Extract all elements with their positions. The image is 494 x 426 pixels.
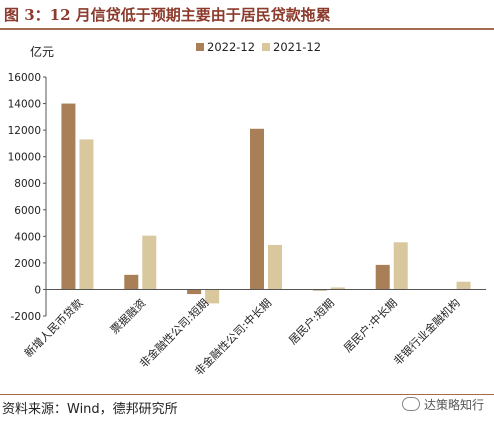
legend-label: 2022-12	[207, 40, 255, 54]
x-category-label: 非银行业金融机构	[391, 296, 463, 368]
bar-2022-12-5	[375, 264, 390, 290]
wechat-icon	[401, 397, 420, 411]
bar-2021-12-3	[268, 244, 282, 290]
bar-2021-12-0	[79, 139, 94, 290]
source-divider	[0, 394, 494, 395]
bar-2021-12-2	[205, 289, 220, 304]
bar-2022-12-0	[61, 103, 76, 290]
y-tick-label: 16000	[8, 72, 41, 84]
x-category-label: 居民户:短期	[286, 296, 337, 347]
legend: 2022-12 2021-12	[196, 40, 321, 54]
legend-label: 2021-12	[273, 40, 321, 54]
x-category-label: 票据融资	[107, 296, 148, 337]
x-category-label: 非金融性公司:短期	[137, 296, 212, 371]
bar-2021-12-4	[330, 287, 345, 290]
bar-2022-12-4	[312, 289, 327, 291]
legend-swatch	[196, 43, 204, 51]
y-tick-label: 4000	[14, 231, 41, 243]
y-tick-label: 2000	[14, 258, 41, 270]
bar-2021-12-1	[142, 235, 157, 290]
y-tick-label: -2000	[10, 311, 41, 323]
bar-2022-12-3	[250, 128, 264, 290]
figure-title: 图 3：12 月信贷低于预期主要由于居民贷款拖累	[4, 6, 331, 24]
watermark-text: 达策略知行	[423, 398, 484, 412]
bar-2021-12-5	[393, 242, 408, 290]
x-category-label: 居民户:中长期	[341, 296, 400, 355]
y-axis-label: 亿元	[30, 44, 54, 59]
bar-2022-12-2	[187, 289, 202, 295]
bars	[61, 103, 471, 304]
legend-swatch	[262, 43, 270, 51]
bar-2021-12-6	[456, 281, 471, 290]
x-category-label: 新增人民币贷款	[21, 296, 85, 360]
bar-2022-12-1	[124, 274, 139, 290]
title-divider	[0, 28, 494, 30]
y-tick-label: 12000	[8, 125, 41, 137]
y-tick-label: 8000	[14, 178, 41, 190]
y-tick-label: 10000	[8, 152, 41, 164]
y-tick-label: 0	[34, 284, 41, 296]
y-axis: -2000 0 2000 4000 6000 8000 10000 12000 14000 160…	[8, 72, 47, 323]
bar-chart: 亿元 2022-12 2021-12 -2000 0 2000 4000 6000 8000…	[8, 40, 486, 378]
y-tick-label: 6000	[14, 205, 41, 217]
watermark: 达策略知行	[401, 396, 484, 413]
y-tick-label: 14000	[8, 99, 41, 111]
source-note: 资料来源：Wind，德邦研究所	[2, 402, 178, 417]
